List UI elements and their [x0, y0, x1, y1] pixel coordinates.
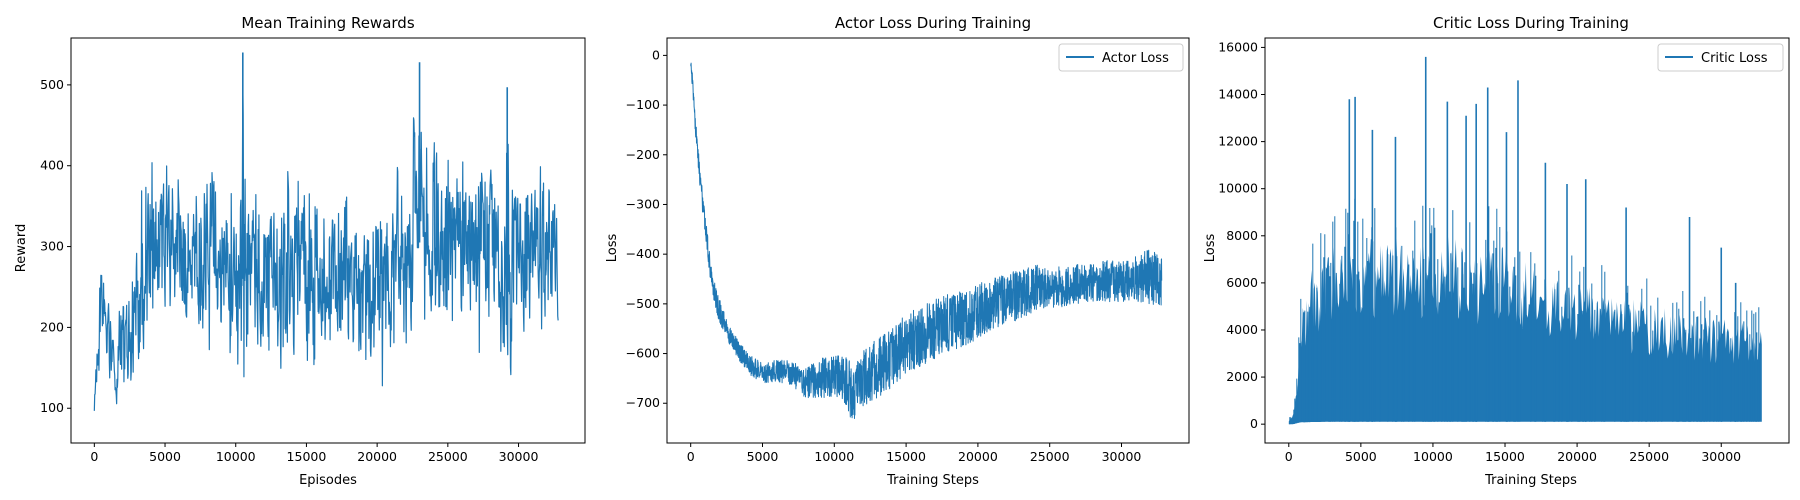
axes-frame [1264, 37, 1790, 444]
x-tick-label: 30000 [499, 449, 539, 464]
legend-box [1657, 43, 1784, 72]
x-tick-label: 30000 [1701, 449, 1741, 464]
chart-critic-loss: Critic Loss During Training Training Ste… [1203, 14, 1790, 488]
series-line [93, 84, 559, 411]
x-axis-label: Training Steps [1484, 473, 1577, 488]
x-tick-label: 30000 [1102, 449, 1142, 464]
x-tick-label: 15000 [1485, 449, 1525, 464]
axes-frame [70, 37, 586, 444]
x-tick-label: 0 [687, 449, 695, 464]
x-tick-label: 0 [90, 449, 98, 464]
chart-mean-training-rewards: Mean Training Rewards Episodes Reward 0 5… [14, 14, 586, 488]
x-tick-label: 20000 [1557, 449, 1597, 464]
series-area [1288, 236, 1762, 425]
x-tick-label: 20000 [357, 449, 397, 464]
y-tick-label: 400 [40, 158, 64, 173]
chart-title: Actor Loss During Training [835, 14, 1031, 32]
y-tick-label: 10000 [1218, 181, 1258, 196]
x-tick-label: 5000 [1345, 449, 1377, 464]
x-axis-label: Episodes [299, 473, 357, 488]
y-tick-label: 12000 [1218, 134, 1258, 149]
y-tick-label: 16000 [1218, 39, 1258, 54]
x-tick-label: 5000 [149, 449, 181, 464]
y-tick-label: 2000 [1226, 369, 1258, 384]
series-line [690, 62, 1163, 420]
y-tick-label: −600 [626, 346, 660, 361]
x-tick-label: 10000 [814, 449, 854, 464]
x-tick-label: 10000 [216, 449, 256, 464]
x-tick-label: 10000 [1413, 449, 1453, 464]
y-tick-label: 8000 [1226, 228, 1258, 243]
tick-layer: 0 5000 10000 15000 20000 25000 30000 0 2000 4000 6… [1218, 39, 1741, 464]
x-tick-label: 15000 [287, 449, 327, 464]
y-tick-label: −400 [626, 246, 660, 261]
y-tick-label: −100 [626, 97, 660, 112]
y-tick-label: −500 [626, 296, 660, 311]
y-tick-label: 300 [40, 239, 64, 254]
y-axis-label: Loss [1203, 234, 1218, 263]
legend: Critic Loss [1657, 43, 1784, 72]
x-tick-label: 15000 [886, 449, 926, 464]
y-tick-label: −300 [626, 196, 660, 211]
plot-area [690, 62, 1163, 420]
x-tick-label: 5000 [747, 449, 779, 464]
chart-actor-loss: Actor Loss During Training Training Step… [605, 14, 1190, 488]
y-tick-label: 14000 [1218, 87, 1258, 102]
plot-area [93, 52, 559, 411]
y-tick-label: 4000 [1226, 322, 1258, 337]
x-tick-label: 25000 [1030, 449, 1070, 464]
y-axis-label: Reward [14, 224, 29, 272]
tick-layer: 0 5000 10000 15000 20000 25000 30000 0 −100 −200 −… [626, 47, 1142, 464]
x-tick-label: 0 [1285, 449, 1293, 464]
x-tick-label: 25000 [428, 449, 468, 464]
chart-title: Critic Loss During Training [1433, 14, 1629, 32]
legend-label-actor-loss: Actor Loss [1102, 51, 1169, 66]
legend: Actor Loss [1058, 43, 1184, 72]
y-tick-label: 6000 [1226, 275, 1258, 290]
y-tick-label: 200 [40, 319, 64, 334]
x-tick-label: 20000 [958, 449, 998, 464]
y-tick-label: −200 [626, 147, 660, 162]
series-critic-loss [1288, 56, 1762, 425]
chart-title: Mean Training Rewards [241, 14, 414, 32]
y-tick-label: 0 [652, 47, 660, 62]
tick-layer: 0 5000 10000 15000 20000 25000 30000 100 200 300 4… [40, 77, 538, 464]
y-tick-label: 0 [1250, 416, 1258, 431]
series-actor-loss [690, 62, 1163, 420]
y-tick-label: 100 [40, 400, 64, 415]
y-tick-label: 500 [40, 77, 64, 92]
axes-frame [666, 37, 1190, 444]
legend-label-critic-loss: Critic Loss [1701, 51, 1768, 66]
y-tick-label: −700 [626, 395, 660, 410]
x-tick-label: 25000 [1629, 449, 1669, 464]
series-line [93, 52, 559, 411]
x-axis-label: Training Steps [886, 473, 979, 488]
plot-area [1288, 56, 1762, 425]
legend-box [1058, 43, 1184, 72]
y-axis-label: Loss [605, 234, 620, 263]
